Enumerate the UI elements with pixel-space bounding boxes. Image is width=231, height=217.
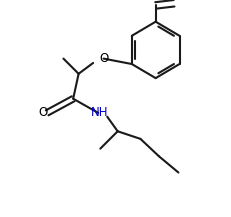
Text: O: O bbox=[39, 106, 48, 119]
Text: O: O bbox=[99, 52, 108, 65]
Text: NH: NH bbox=[91, 106, 109, 119]
